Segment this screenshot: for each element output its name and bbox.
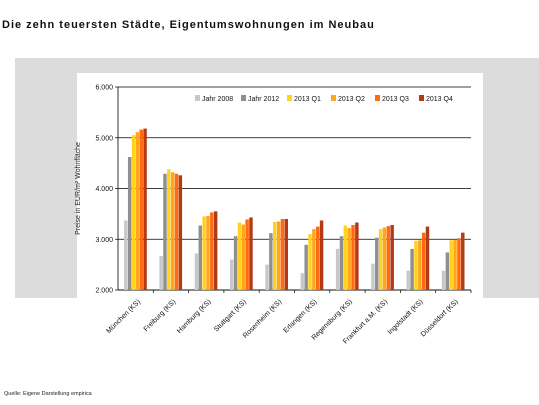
legend-label: 2013 Q2	[338, 96, 365, 103]
bar	[163, 173, 167, 290]
bar	[170, 172, 175, 290]
bar	[265, 264, 269, 290]
bar	[319, 220, 324, 290]
bar	[237, 222, 242, 290]
bar	[233, 236, 238, 290]
legend-label: Jahr 2012	[248, 96, 279, 103]
bar	[269, 233, 273, 290]
bar	[390, 225, 394, 290]
legend-swatch	[195, 95, 200, 101]
bar	[308, 234, 312, 290]
bar	[174, 173, 179, 290]
bar	[206, 215, 210, 290]
bar	[445, 252, 450, 290]
bar	[457, 238, 461, 290]
bar	[241, 224, 245, 290]
bar	[371, 263, 375, 290]
bar	[178, 175, 183, 290]
bar	[230, 259, 234, 290]
bar	[351, 225, 355, 290]
bar	[375, 237, 379, 290]
y-tick-label: 3.000	[95, 237, 113, 244]
slide-title: Die zehn teuersten Städte, Eigentumswohn…	[2, 19, 375, 31]
bar	[194, 253, 199, 290]
bar	[167, 169, 171, 290]
bar	[198, 225, 202, 290]
y-tick-label: 5.000	[95, 135, 113, 142]
bar	[300, 273, 305, 290]
y-axis-label: Preise in EUR/m² Wohnfläche	[75, 142, 82, 235]
bar	[135, 132, 140, 290]
bar	[382, 227, 387, 290]
bar	[143, 128, 147, 290]
bar	[304, 244, 308, 290]
bar	[421, 232, 426, 290]
legend-swatch	[375, 95, 380, 101]
bar	[276, 221, 281, 290]
legend-label: 2013 Q3	[382, 96, 409, 103]
bar	[124, 220, 128, 290]
bar	[139, 129, 143, 290]
legend-swatch	[241, 95, 246, 101]
bar	[131, 135, 136, 290]
bar	[273, 221, 277, 290]
bar	[386, 226, 391, 290]
bar	[213, 211, 218, 290]
bar	[339, 236, 344, 290]
bar	[312, 229, 316, 290]
bar	[202, 216, 206, 290]
bar	[249, 217, 253, 290]
bar	[441, 270, 446, 290]
bar	[378, 229, 383, 290]
bar	[461, 232, 465, 290]
bar	[210, 212, 214, 290]
bar	[406, 270, 410, 290]
bar	[284, 218, 288, 290]
bar	[355, 222, 359, 290]
legend-swatch	[287, 95, 292, 101]
source-note: Quelle: Eigene Darstellung empirica	[4, 391, 92, 397]
bar	[316, 226, 320, 290]
bar	[418, 240, 422, 290]
bar	[335, 248, 340, 290]
bar	[453, 239, 457, 290]
bar	[410, 248, 414, 290]
legend-label: 2013 Q4	[426, 96, 453, 103]
y-tick-label: 4.000	[95, 186, 113, 193]
y-tick-label: 2.000	[95, 288, 113, 295]
legend-swatch	[419, 95, 424, 101]
legend-label: Jahr 2008	[202, 96, 233, 103]
legend-swatch	[331, 95, 336, 101]
bar	[414, 240, 418, 290]
bar	[347, 228, 351, 290]
bar	[245, 219, 249, 290]
bar	[343, 225, 348, 290]
bar	[280, 218, 285, 290]
bar	[425, 226, 430, 290]
bar	[127, 157, 132, 290]
bar	[449, 240, 453, 290]
legend-label: 2013 Q1	[294, 96, 321, 103]
y-tick-label: 6.000	[95, 85, 113, 92]
bar	[159, 255, 163, 290]
